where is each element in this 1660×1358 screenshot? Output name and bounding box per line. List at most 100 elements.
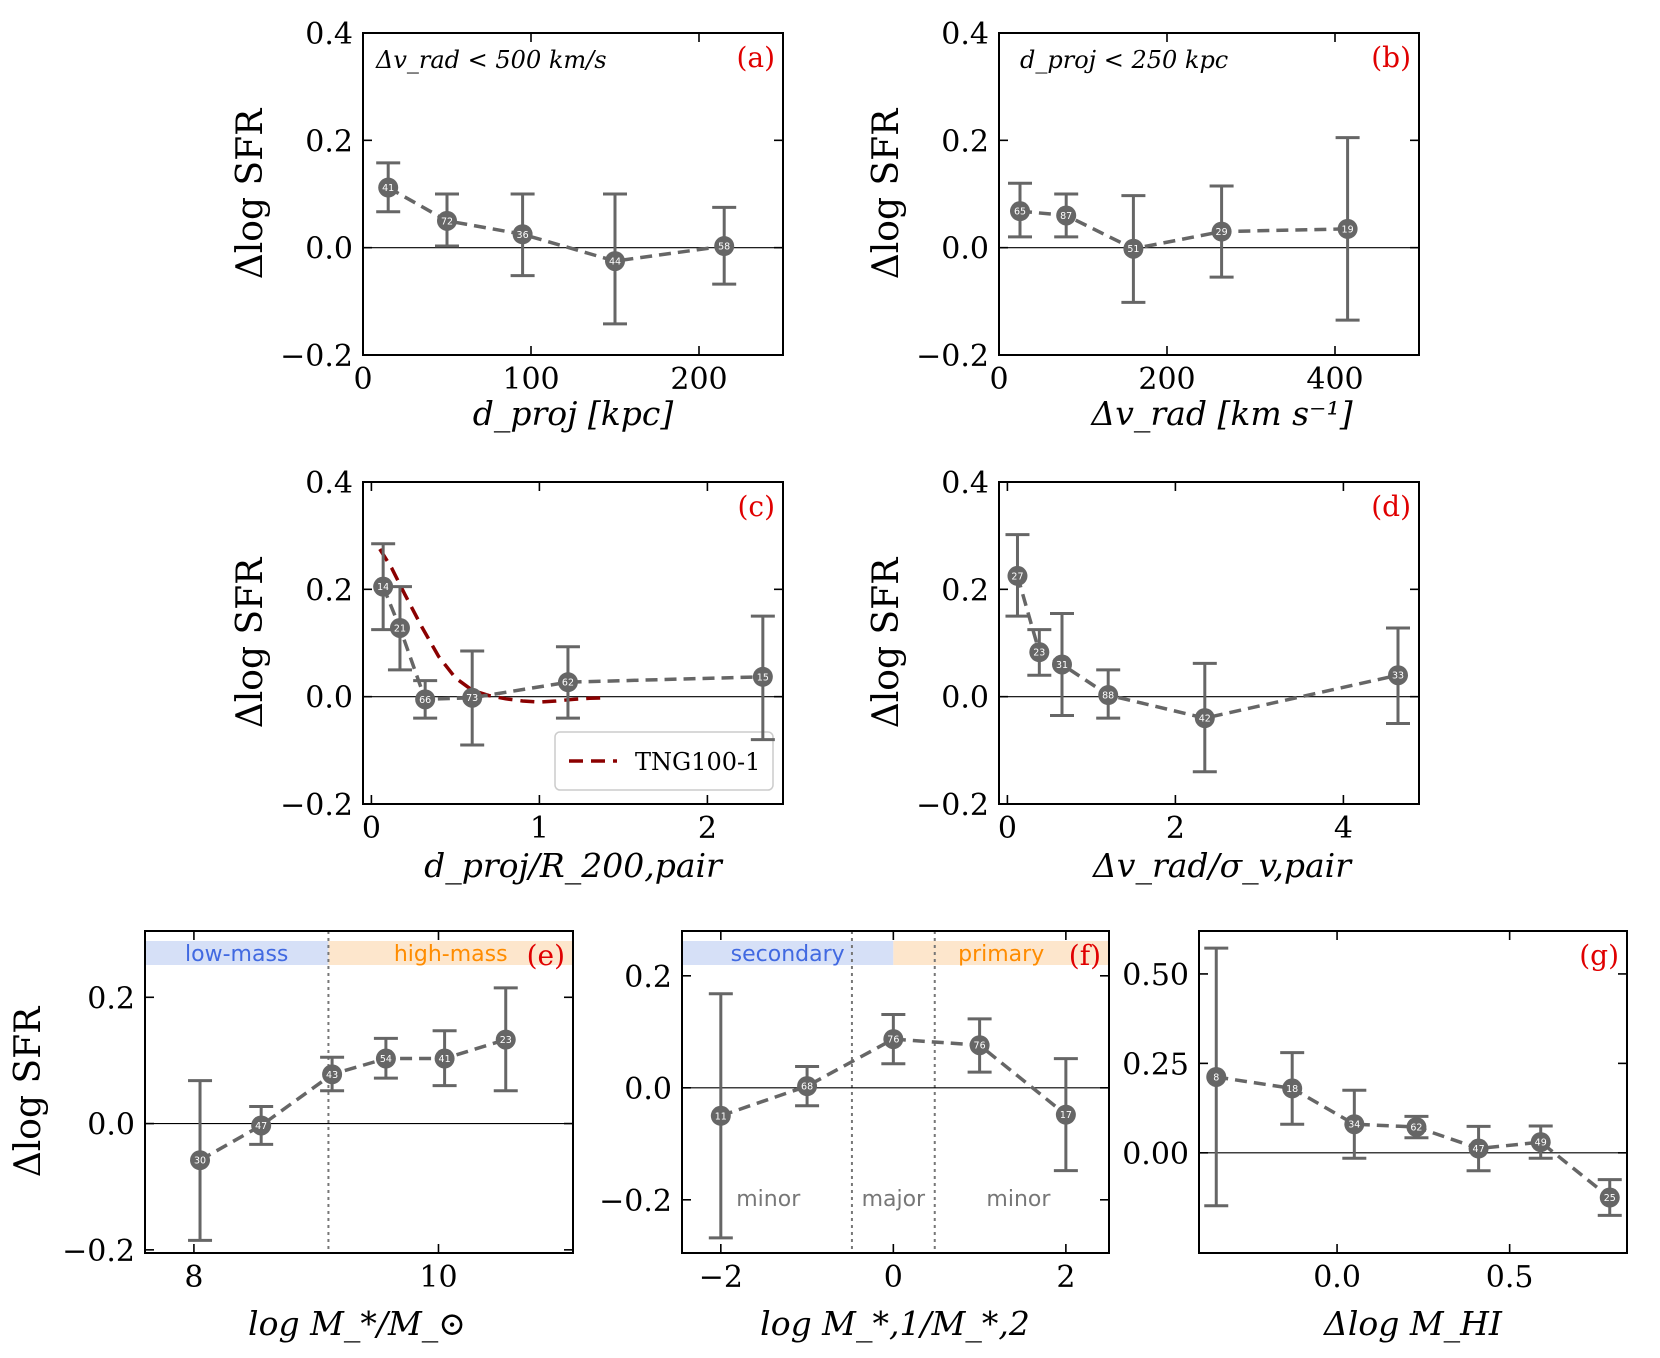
data-point bbox=[1344, 1114, 1365, 1135]
panel-a-xlabel: d_proj [kpc] bbox=[473, 394, 674, 434]
point-count-label: 21 bbox=[394, 623, 406, 634]
data-point bbox=[1194, 708, 1215, 729]
data-point bbox=[373, 576, 394, 597]
y-tick-label: −0.2 bbox=[62, 1234, 135, 1269]
point-count-label: 68 bbox=[801, 1082, 813, 1093]
x-tick-label: 10 bbox=[419, 1260, 457, 1295]
y-axis-label: Δlog SFR bbox=[866, 108, 907, 279]
y-axis-label: Δlog SFR bbox=[866, 557, 907, 728]
point-count-label: 62 bbox=[1410, 1123, 1422, 1134]
panel-e-xlabel: log M_*/M_⊙ bbox=[248, 1304, 466, 1344]
point-count-label: 34 bbox=[1348, 1120, 1360, 1131]
data-point bbox=[1206, 1066, 1227, 1087]
point-count-label: 51 bbox=[1127, 244, 1139, 255]
data-point bbox=[495, 1029, 516, 1050]
data-point bbox=[378, 177, 399, 198]
x-tick-label: 0 bbox=[998, 811, 1017, 846]
series-line bbox=[1015, 575, 1399, 720]
x-tick-label: 2 bbox=[1166, 811, 1185, 846]
point-count-label: 44 bbox=[609, 257, 621, 268]
data-point bbox=[1468, 1138, 1489, 1159]
x-tick-label: 0 bbox=[989, 362, 1008, 397]
y-tick-label: 0.4 bbox=[941, 466, 989, 501]
axes-frame bbox=[998, 481, 1420, 805]
panel-f-xlabel: log M_*,1/M_*,2 bbox=[760, 1304, 1030, 1344]
data-point bbox=[1010, 201, 1030, 222]
data-point bbox=[1406, 1117, 1427, 1138]
y-tick-label: 0.2 bbox=[941, 124, 989, 159]
point-count-label: 73 bbox=[466, 693, 478, 704]
point-count-label: 19 bbox=[1342, 224, 1354, 235]
y-tick-label: 0.2 bbox=[87, 981, 135, 1016]
data-point bbox=[190, 1150, 211, 1171]
data-point bbox=[710, 1105, 731, 1126]
y-tick-label: −0.2 bbox=[280, 339, 353, 374]
y-tick-label: 0.4 bbox=[305, 466, 353, 501]
data-point bbox=[434, 1048, 455, 1069]
panel-c: −0.2 0.0 0.2 0.4 0 1 2 Δlog SFR TNG100-1 14 21 66 73… bbox=[230, 466, 784, 846]
y-tick-label: 0.0 bbox=[624, 1072, 672, 1107]
y-tick-label: 0.2 bbox=[305, 573, 353, 608]
y-tick-label: 0.50 bbox=[1122, 958, 1189, 993]
panel-label: (b) bbox=[1371, 41, 1411, 74]
point-count-label: 23 bbox=[1033, 648, 1045, 659]
data-point bbox=[512, 224, 533, 245]
point-count-label: 49 bbox=[1535, 1138, 1547, 1149]
x-tick-label: 100 bbox=[502, 362, 559, 397]
panel-label: (e) bbox=[527, 939, 565, 972]
y-tick-label: 0.00 bbox=[1122, 1137, 1189, 1172]
y-tick-label: 0.0 bbox=[87, 1108, 135, 1143]
data-point bbox=[1123, 238, 1144, 259]
region-label: major bbox=[862, 1187, 926, 1212]
x-tick-label: 2 bbox=[698, 811, 717, 846]
x-tick-label: 4 bbox=[1334, 811, 1353, 846]
point-count-label: 72 bbox=[441, 216, 453, 227]
panel-a: −0.2 0.0 0.2 0.4 0 100 200 Δlog SFR 41 72 36 44 58 (a… bbox=[230, 17, 784, 397]
y-tick-label: 0.0 bbox=[941, 681, 989, 716]
panel-b: −0.2 0.0 0.2 0.4 0 200 400 Δlog SFR 65 87 51 29 19 (b… bbox=[866, 17, 1420, 397]
data-point bbox=[389, 617, 410, 638]
data-point bbox=[1052, 654, 1072, 675]
y-axis-label: Δlog SFR bbox=[8, 1006, 49, 1177]
point-count-label: 29 bbox=[1216, 227, 1228, 238]
data-point bbox=[797, 1076, 818, 1097]
y-tick-label: 0.4 bbox=[305, 17, 353, 52]
data-point bbox=[415, 689, 436, 710]
point-count-label: 25 bbox=[1604, 1193, 1616, 1204]
point-count-label: 23 bbox=[500, 1035, 512, 1046]
y-tick-label: 0.0 bbox=[941, 232, 989, 267]
point-count-label: 54 bbox=[380, 1054, 392, 1065]
point-count-label: 17 bbox=[1060, 1110, 1072, 1121]
panel-d: −0.2 0.0 0.2 0.4 0 2 4 Δlog SFR 27 23 31 88 42 33 (d) bbox=[866, 466, 1420, 846]
panel-d-xlabel: Δv_rad/σ_v,pair bbox=[1091, 846, 1353, 886]
panel-label: (f) bbox=[1069, 939, 1101, 972]
panel-a-annotation: Δv_rad < 500 km/s bbox=[375, 46, 607, 74]
point-count-label: 88 bbox=[1102, 691, 1114, 702]
y-tick-label: 0.2 bbox=[941, 573, 989, 608]
point-count-label: 31 bbox=[1056, 660, 1068, 671]
y-tick-label: 0.0 bbox=[305, 681, 353, 716]
data-point bbox=[557, 672, 578, 693]
legend-label: TNG100-1 bbox=[635, 748, 760, 776]
band-label: low-mass bbox=[185, 942, 288, 967]
point-count-label: 47 bbox=[1473, 1144, 1485, 1155]
panel-b-annotation: d_proj < 250 kpc bbox=[1020, 46, 1228, 74]
y-axis-label: Δlog SFR bbox=[230, 108, 271, 279]
point-count-label: 14 bbox=[377, 582, 389, 593]
y-tick-label: −0.2 bbox=[280, 788, 353, 823]
point-count-label: 66 bbox=[419, 695, 431, 706]
data-point bbox=[752, 666, 773, 687]
x-tick-label: 0.5 bbox=[1486, 1260, 1534, 1295]
data-point bbox=[605, 251, 625, 272]
y-tick-label: −0.2 bbox=[599, 1184, 672, 1219]
point-count-label: 33 bbox=[1392, 671, 1404, 682]
data-point bbox=[322, 1064, 343, 1085]
point-count-label: 18 bbox=[1286, 1084, 1298, 1095]
panel-f: secondary primary minor major minor −0.2 0.0 0.… bbox=[599, 930, 1110, 1295]
point-count-label: 27 bbox=[1011, 571, 1023, 582]
x-tick-label: 0 bbox=[362, 811, 381, 846]
point-count-label: 76 bbox=[887, 1035, 899, 1046]
y-tick-label: 0.0 bbox=[305, 232, 353, 267]
